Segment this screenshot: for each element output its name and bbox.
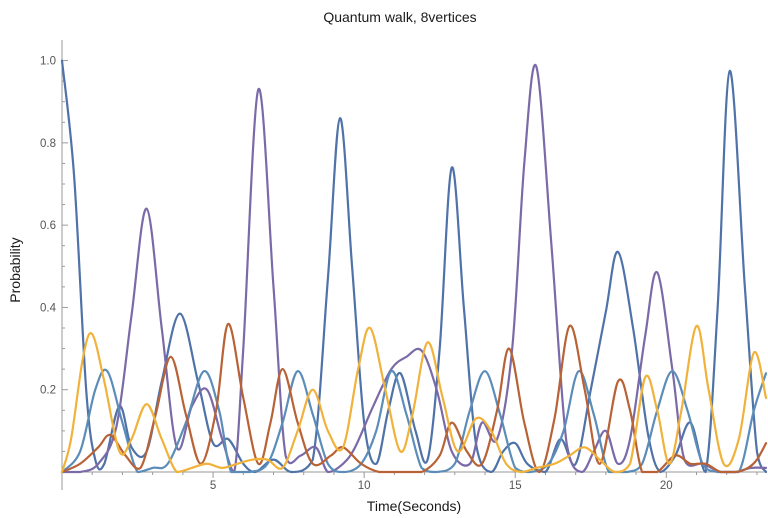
y-axis-label: Probability [7, 237, 23, 302]
y-tick-label: 0.4 [40, 302, 57, 314]
series-line-3 [60, 368, 768, 474]
x-tick-label: 5 [210, 480, 216, 492]
chart-title: Quantum walk, 8vertices [323, 9, 476, 25]
series-line-4 [60, 322, 768, 474]
x-tick-label: 15 [509, 480, 522, 492]
plot-area [60, 59, 768, 474]
axes: 5 10 15 20 0.2 0.4 0.6 0.8 1.0 [40, 40, 766, 492]
y-tick-label: 0.6 [40, 220, 56, 232]
x-axis-label: Time(Seconds) [367, 498, 461, 514]
y-tick-label: 1.0 [40, 56, 56, 68]
x-tick-label: 20 [660, 480, 673, 492]
y-tick-label: 0.2 [40, 385, 56, 397]
x-tick-label: 10 [358, 480, 371, 492]
y-tick-label: 0.8 [40, 138, 56, 150]
series-line-5 [60, 324, 768, 474]
